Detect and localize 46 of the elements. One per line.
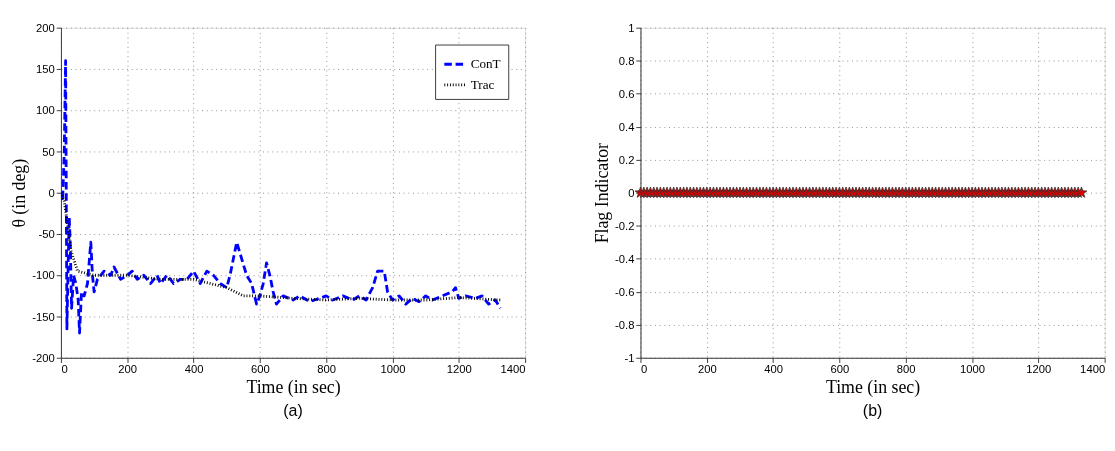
- y-tick-label: -50: [38, 228, 55, 241]
- x-tick-label: 1200: [1026, 363, 1052, 376]
- y-tick-label: -0.6: [615, 285, 635, 298]
- y-tick-label: 100: [36, 104, 55, 117]
- text: (a): [283, 401, 303, 419]
- y-tick-label: -1: [624, 352, 635, 365]
- x-tick-label: 600: [250, 363, 270, 376]
- y-tick-label: -100: [32, 269, 55, 282]
- x-tick-label: 400: [764, 363, 783, 376]
- x-tick-label: 800: [896, 363, 916, 376]
- line-series: [60, 59, 502, 335]
- y-tick-label: 0.4: [618, 120, 635, 133]
- legend-label: Trac: [470, 76, 495, 92]
- x-tick-label: 1000: [960, 363, 986, 376]
- y-axis-title: Flag Indicator: [591, 142, 612, 244]
- y-tick-label: 1: [628, 21, 635, 34]
- y-tick-label: -0.4: [615, 252, 635, 265]
- y-tick-label: 0.2: [618, 153, 635, 166]
- y-axis-title: θ (in deg): [8, 158, 30, 228]
- y-tick-label: 0: [48, 186, 55, 199]
- text: (b): [862, 401, 883, 419]
- x-tick-label: 800: [317, 363, 337, 376]
- x-tick-label: 1000: [380, 363, 406, 376]
- x-tick-label: 200: [697, 363, 717, 376]
- x-tick-label: 200: [118, 363, 138, 376]
- x-tick-label: 600: [830, 363, 850, 376]
- y-tick-label: -0.8: [615, 319, 635, 331]
- x-tick-label: 0: [61, 363, 68, 376]
- x-axis-title: Time (in sec): [246, 376, 341, 398]
- y-tick-label: -0.2: [615, 219, 635, 232]
- y-tick-label: 0: [628, 186, 635, 199]
- y-tick-label: 200: [36, 21, 55, 34]
- x-tick-label: 400: [184, 363, 204, 376]
- x-tick-label: 1400: [1080, 363, 1106, 376]
- x-tick-label: 0: [640, 363, 648, 376]
- x-axis-title: Time (in sec): [825, 376, 921, 398]
- y-tick-label: 50: [42, 145, 55, 158]
- y-tick-label: 150: [36, 63, 55, 76]
- y-tick-label: 0.8: [618, 54, 635, 67]
- legend-label: ConT: [470, 56, 501, 72]
- y-tick-label: -150: [32, 310, 55, 323]
- y-tick-label: 0.6: [618, 87, 635, 100]
- x-tick-label: 1200: [446, 363, 472, 376]
- line-series: [60, 191, 502, 302]
- x-tick-label: 1400: [500, 363, 526, 376]
- y-tick-label: -200: [32, 352, 55, 365]
